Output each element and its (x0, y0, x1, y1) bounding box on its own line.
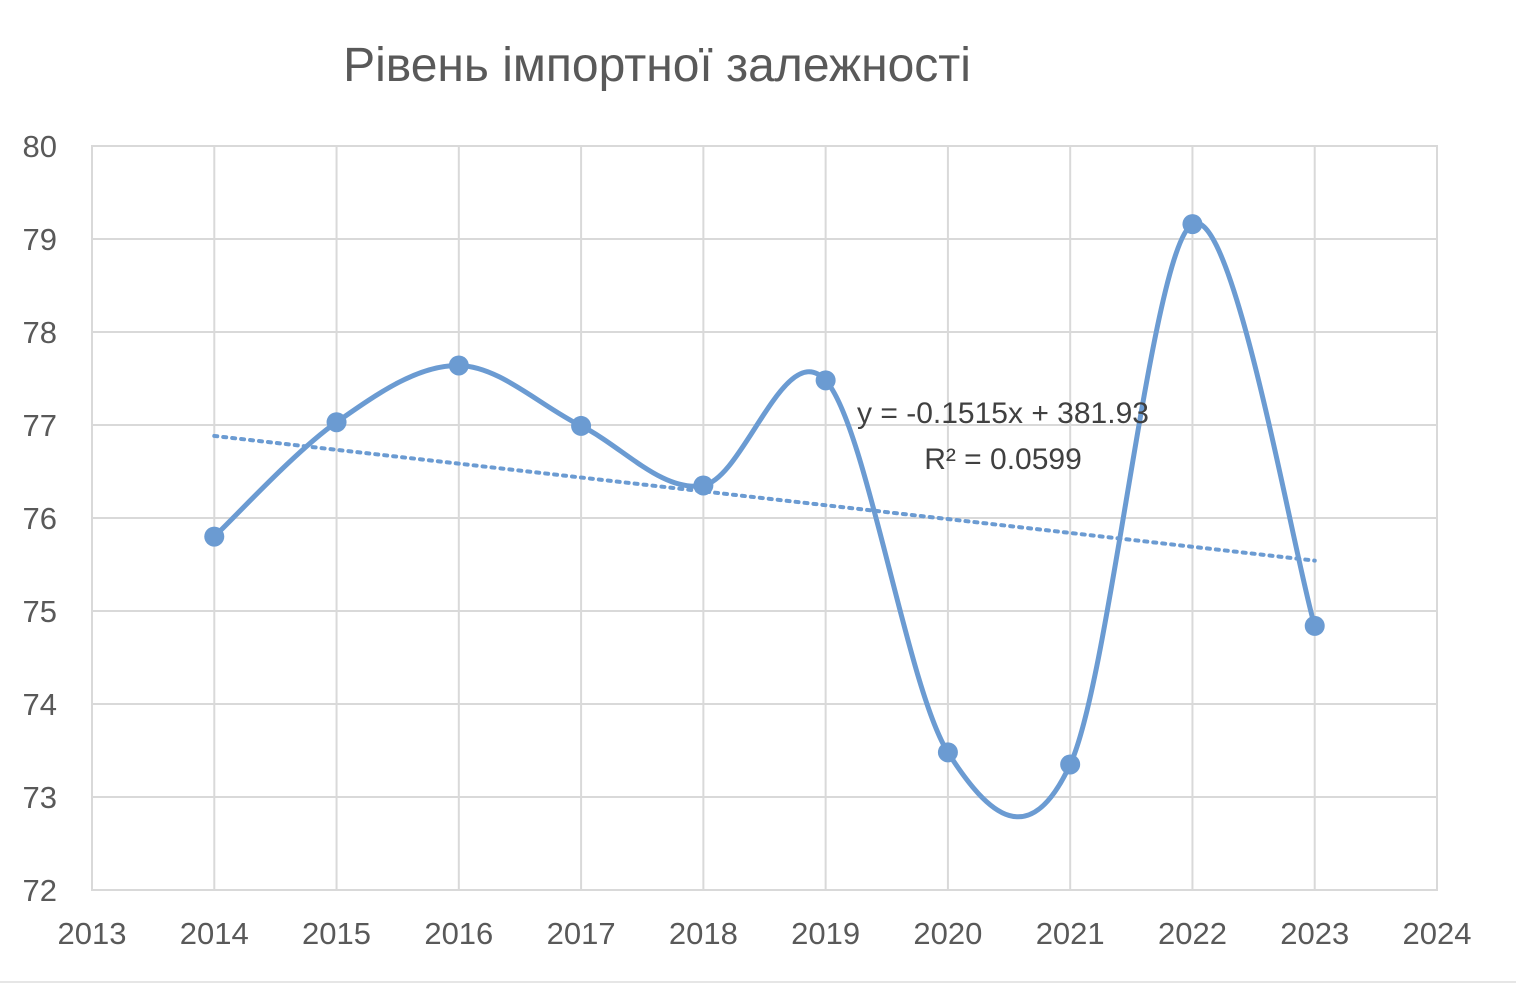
x-tick-label: 2021 (1036, 916, 1105, 951)
y-tick-label: 79 (23, 222, 57, 257)
y-tick-label: 75 (23, 594, 57, 629)
x-tick-label: 2019 (791, 916, 860, 951)
x-tick-label: 2024 (1403, 916, 1472, 951)
y-tick-label: 74 (23, 687, 57, 722)
y-tick-label: 77 (23, 408, 57, 443)
data-point-marker (1304, 615, 1325, 636)
data-point-marker (1182, 214, 1203, 235)
x-tick-label: 2014 (180, 916, 249, 951)
x-tick-label: 2020 (913, 916, 982, 951)
x-tick-label: 2023 (1280, 916, 1349, 951)
trendline (212, 433, 1317, 563)
trendline-equation: y = -0.1515x + 381.93 (857, 397, 1149, 430)
x-tick-label: 2018 (669, 916, 738, 951)
data-point-marker (326, 412, 347, 433)
x-tick-label: 2015 (302, 916, 371, 951)
data-point-marker (937, 742, 958, 763)
y-tick-label: 72 (23, 873, 57, 908)
trendline-r-squared: R² = 0.0599 (924, 443, 1082, 476)
data-point-marker (1060, 754, 1081, 775)
x-tick-label: 2013 (58, 916, 127, 951)
x-tick-label: 2022 (1158, 916, 1227, 951)
data-point-marker (815, 370, 836, 391)
y-tick-label: 78 (23, 315, 57, 350)
y-tick-label: 76 (23, 501, 57, 536)
chart-title: Рівень імпортної залежності (343, 39, 971, 92)
data-point-marker (204, 526, 225, 547)
data-point-marker (571, 415, 592, 436)
series-line (211, 220, 1318, 820)
x-tick-label: 2017 (547, 916, 616, 951)
bottom-divider (0, 981, 1516, 983)
data-point-marker (448, 355, 469, 376)
y-tick-label: 80 (23, 129, 57, 164)
data-point-marker (693, 475, 714, 496)
x-tick-label: 2016 (424, 916, 493, 951)
y-tick-label: 73 (23, 780, 57, 815)
